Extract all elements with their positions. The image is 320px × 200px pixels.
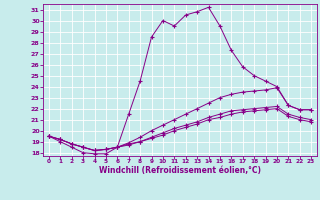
X-axis label: Windchill (Refroidissement éolien,°C): Windchill (Refroidissement éolien,°C) [99, 166, 261, 175]
